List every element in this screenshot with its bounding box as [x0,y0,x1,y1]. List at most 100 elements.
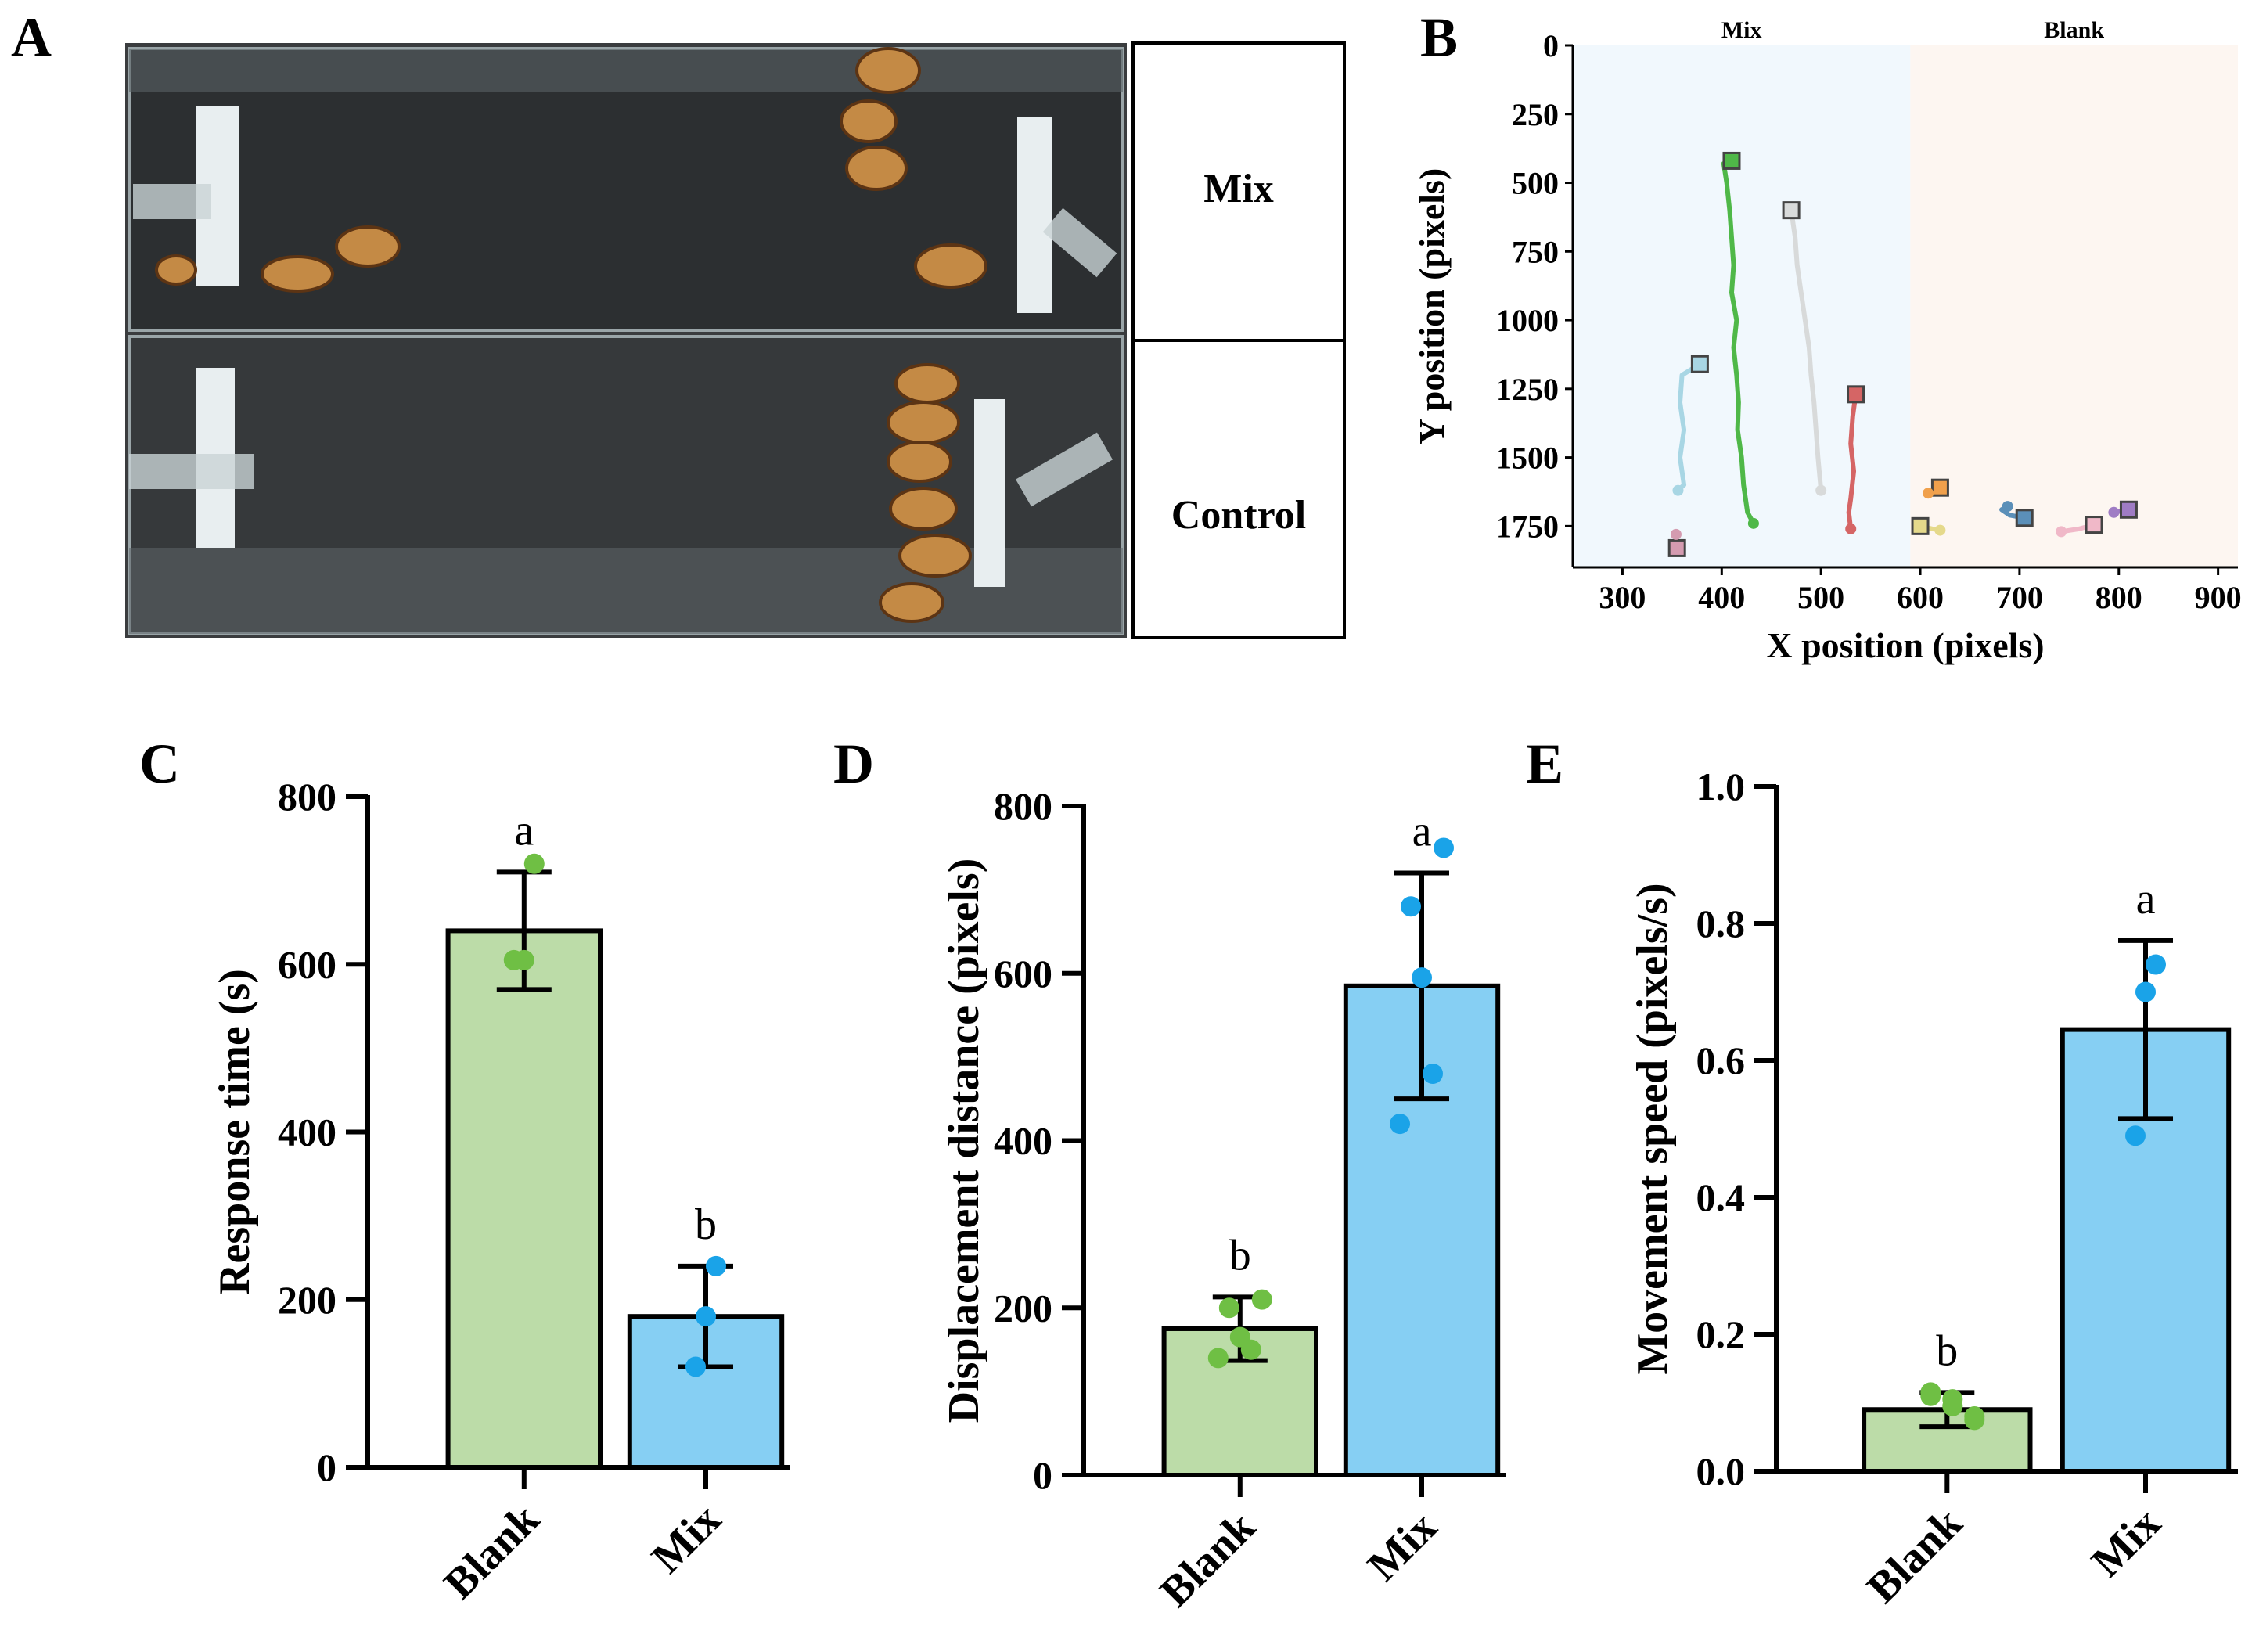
track-2-end-marker [1747,517,1759,529]
x-tick-label-mix: Mix [2082,1499,2170,1586]
track-2-line [1721,158,1756,526]
y-tick-label: 0 [1543,28,1559,63]
y-tick-label: 200 [994,1286,1052,1330]
y-tick-label: 1750 [1496,509,1559,544]
region-blank [1910,45,2238,567]
data-point-mix [2135,981,2156,1002]
y-tick-label: 250 [1512,97,1559,132]
row-label-control-cell [1131,339,1346,639]
track-9-start-marker [2119,500,2138,519]
y-tick-label: 0.6 [1696,1038,1746,1082]
y-tick-label: 500 [1512,166,1559,201]
track-3-start-marker [1782,201,1801,220]
row-label-mix: Mix [1203,167,1274,211]
row-label-mix-cell [1131,41,1346,342]
data-point-blank [1964,1406,1985,1427]
tube-left-bottom [129,454,254,489]
panel-d-label: D [833,732,874,795]
y-tick-label: 1250 [1496,372,1559,407]
x-tick-label: 300 [1599,580,1646,615]
x-tick-label-blank: Blank [1858,1499,1972,1613]
data-point-blank [1920,1385,1941,1406]
track-2-start-marker [1722,151,1741,170]
track-8-end-marker [2056,526,2067,538]
panel-a-label: A [11,6,52,69]
comb-right-bottom [974,399,1005,587]
data-point-mix [1423,1064,1443,1084]
panel-e-label: E [1526,732,1563,795]
significance-letter-blank: a [514,806,534,855]
data-point-mix [706,1255,726,1276]
track-6-end-marker [1934,524,1946,536]
data-point-mix [685,1356,706,1377]
track-9-end-marker [2108,506,2120,518]
track-4-start-marker [1847,385,1865,404]
data-point-mix [2125,1125,2146,1146]
y-tick-label: 1000 [1496,303,1559,338]
tube-right-bottom [1016,432,1113,507]
y-axis-label: Response time (s) [210,969,259,1295]
y-tick-label: 0.4 [1696,1175,1746,1219]
y-tick-label: 200 [278,1278,336,1322]
tube-left-top [133,184,211,219]
track-7-end-marker [2002,501,2013,513]
significance-letter-blank: b [1936,1326,1958,1375]
track-3-end-marker [1815,484,1827,496]
data-point-blank [503,949,524,970]
data-point-blank [523,853,545,874]
track-5-end-marker [1923,488,1934,499]
track-5-start-marker [1930,478,1949,497]
y-tick-label: 1.0 [1696,765,1746,808]
y-tick-label: 0 [1033,1453,1052,1497]
data-point-mix [1401,896,1421,917]
track-1-start-marker [1690,355,1709,373]
snails [155,47,987,623]
y-tick-label: 800 [278,775,336,819]
data-point-mix [1412,967,1432,988]
y-tick-label: 600 [278,942,336,986]
panel-c-label: C [139,732,180,795]
y-tick-label: 0.0 [1696,1449,1746,1493]
panel-e: E 0.0 0.2 0.4 0.6 0.8 1.0 Movement speed (pixe… [1526,732,2238,1612]
y-tick-label: 400 [994,1119,1052,1163]
track-4-end-marker [1845,523,1857,534]
comb-right-top [1017,117,1052,313]
y-tick-label: 0.2 [1696,1312,1746,1356]
data-point-blank [1240,1339,1261,1360]
tank-top-rim [129,49,1123,92]
x-tick-label-mix: Mix [1358,1503,1446,1590]
data-point-blank [1218,1297,1239,1319]
track-4-line [1846,391,1858,531]
region-mix [1573,45,1911,567]
y-tick-label: 600 [994,952,1052,995]
y-tick-label: 0 [317,1445,336,1489]
y-axis-label: Y position (pixels) [1412,168,1452,445]
y-tick-label: 1500 [1496,441,1559,476]
region-label-blank: Blank [2044,17,2104,43]
x-tick-label-mix: Mix [642,1495,730,1582]
y-axis-label: Movement speed (pixels/s) [1628,883,1677,1374]
data-point-mix [2146,954,2166,975]
track-3-line [1789,207,1824,493]
significance-letter-blank: b [1229,1231,1251,1279]
track-7-start-marker [2015,509,2034,527]
x-tick-label: 500 [1797,580,1844,615]
x-tick-label-blank: Blank [435,1495,549,1609]
panel-c: C 0 200 400 600 800 Response time (s) Blank a Mi… [139,732,790,1608]
y-tick-label: 750 [1512,234,1559,269]
data-point-mix [1434,837,1454,858]
y-tick-label: 800 [994,784,1052,828]
track-1-end-marker [1672,484,1684,496]
significance-letter-mix: a [2136,875,2156,923]
track-10-end-marker [1670,528,1682,540]
x-tick-label: 900 [2195,580,2242,615]
tank-bottom-floor [129,548,1123,634]
track-6-start-marker [1911,516,1930,535]
panel-b: B Mix Blank 300 400 500 600 700 800 900 0 250 500 75… [1412,6,2242,665]
bar-blank [445,928,603,1470]
significance-letter-mix: b [695,1200,717,1249]
panel-b-label: B [1420,6,1458,69]
row-label-control: Control [1171,493,1306,538]
x-tick-label: 700 [1996,580,2043,615]
